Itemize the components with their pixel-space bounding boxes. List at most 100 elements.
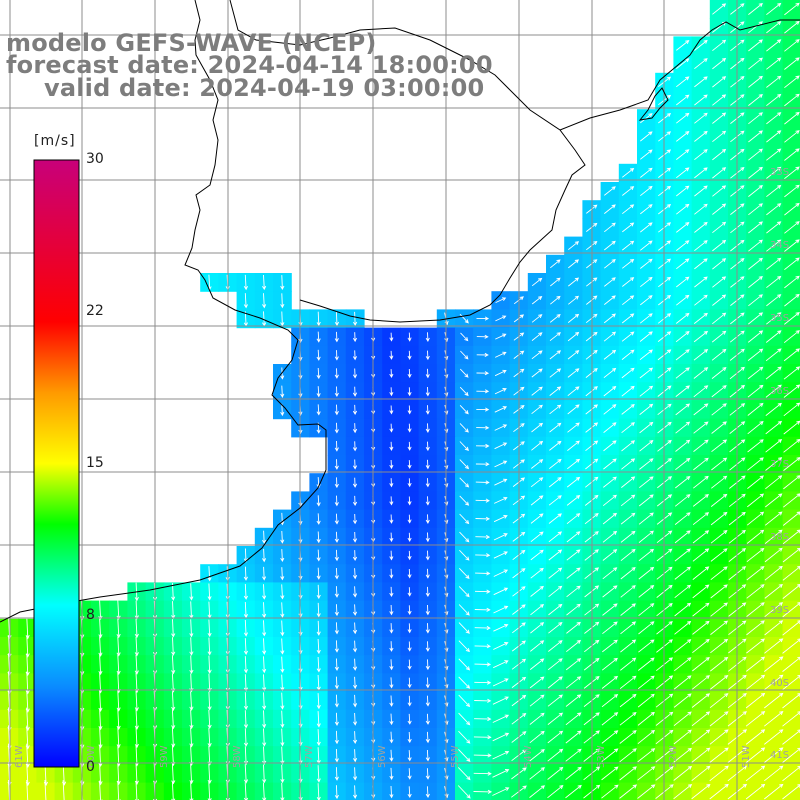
wind-arrow <box>764 602 784 618</box>
wind-arrow <box>134 781 139 800</box>
wind-arrow <box>549 422 562 433</box>
wind-arrow <box>529 658 545 670</box>
wind-arrow <box>693 330 709 343</box>
wind-arrow <box>134 690 139 712</box>
wind-arrow <box>602 512 618 525</box>
wind-arrow <box>62 780 66 800</box>
wind-arrow <box>262 656 267 674</box>
wind-arrow <box>407 768 412 780</box>
wind-arrow <box>134 600 139 620</box>
wind-arrow <box>475 553 491 558</box>
wind-arrow <box>638 621 655 635</box>
wind-arrow <box>459 459 470 470</box>
wind-arrow <box>425 478 430 488</box>
wind-arrow <box>710 620 729 635</box>
wind-arrow <box>748 185 763 197</box>
wind-arrow <box>748 94 763 106</box>
wind-arrow <box>784 75 800 89</box>
wind-arrow <box>620 567 636 580</box>
wind-arrow <box>207 619 212 638</box>
wind-arrow <box>784 239 800 252</box>
wind-arrow <box>352 640 358 653</box>
wind-arrow <box>712 239 727 252</box>
colorbar-tick-8: 8 <box>86 607 95 623</box>
wind-arrow <box>457 767 471 781</box>
wind-arrow <box>407 677 412 689</box>
wind-arrow <box>566 621 581 634</box>
wind-arrow <box>766 294 782 307</box>
wind-arrow <box>547 766 564 780</box>
wind-arrow <box>694 203 708 215</box>
wind-arrow <box>568 277 580 287</box>
wind-arrow <box>622 240 635 251</box>
wind-arrow <box>640 113 653 124</box>
wind-arrow <box>619 766 637 781</box>
wind-arrow <box>459 441 469 451</box>
wind-arrow <box>389 550 394 561</box>
wind-arrow <box>674 602 692 617</box>
wind-arrow <box>640 131 653 142</box>
wind-arrow <box>712 167 727 179</box>
wind-arrow <box>531 404 543 415</box>
wind-arrow <box>675 457 691 471</box>
wind-arrow <box>603 313 616 324</box>
wind-arrow <box>171 637 176 656</box>
wind-arrow <box>676 276 690 288</box>
wind-arrow <box>549 332 561 342</box>
wind-arrow <box>567 368 580 378</box>
wind-arrow <box>98 600 103 621</box>
wind-arrow <box>565 694 582 707</box>
wind-arrow <box>280 710 285 729</box>
wind-arrow <box>622 277 635 287</box>
wind-arrow <box>693 385 709 398</box>
wind-arrow <box>675 476 691 489</box>
wind-arrow <box>765 384 782 398</box>
wind-arrow <box>709 783 729 800</box>
wind-arrow <box>549 440 562 451</box>
wind-arrow <box>530 495 544 506</box>
wind-arrow <box>675 421 691 434</box>
wind-arrow <box>171 727 176 748</box>
wind-arrow <box>621 349 635 360</box>
wind-arrow <box>675 331 690 343</box>
wind-arrow <box>389 568 394 579</box>
wind-arrow <box>784 166 800 180</box>
wind-arrow <box>639 313 653 324</box>
wind-arrow <box>673 729 692 745</box>
wind-arrow <box>674 620 692 635</box>
wind-arrow <box>766 239 782 252</box>
wind-arrow <box>709 765 729 782</box>
wind-arrow <box>601 657 618 671</box>
wind-arrow <box>280 549 285 563</box>
wind-arrow <box>316 620 321 636</box>
wind-arrow <box>784 93 800 107</box>
wind-arrow <box>745 711 766 727</box>
wind-arrow <box>764 529 783 544</box>
wind-arrow <box>748 57 763 70</box>
wind-arrow <box>531 296 543 305</box>
wind-arrow <box>334 404 339 416</box>
wind-arrow <box>316 783 321 800</box>
wind-arrow <box>389 641 394 652</box>
wind-arrow <box>621 404 635 415</box>
wind-arrow <box>783 366 800 380</box>
wind-arrow <box>746 511 765 526</box>
wind-arrow <box>334 311 340 327</box>
wind-arrow <box>530 567 544 579</box>
wind-arrow <box>637 729 656 745</box>
wind-arrow <box>189 583 194 601</box>
wind-arrow <box>673 765 693 781</box>
wind-arrow <box>207 583 212 601</box>
wind-arrow <box>691 729 711 745</box>
wind-arrow <box>243 566 249 581</box>
wind-arrow <box>243 656 249 674</box>
wind-arrow <box>565 712 582 726</box>
wind-arrow <box>766 130 782 143</box>
wind-arrow <box>676 203 690 215</box>
wind-arrow <box>764 729 784 745</box>
wind-arrow <box>476 352 489 357</box>
wind-arrow <box>674 584 692 599</box>
wind-arrow <box>711 330 727 343</box>
wind-arrow <box>243 601 249 619</box>
